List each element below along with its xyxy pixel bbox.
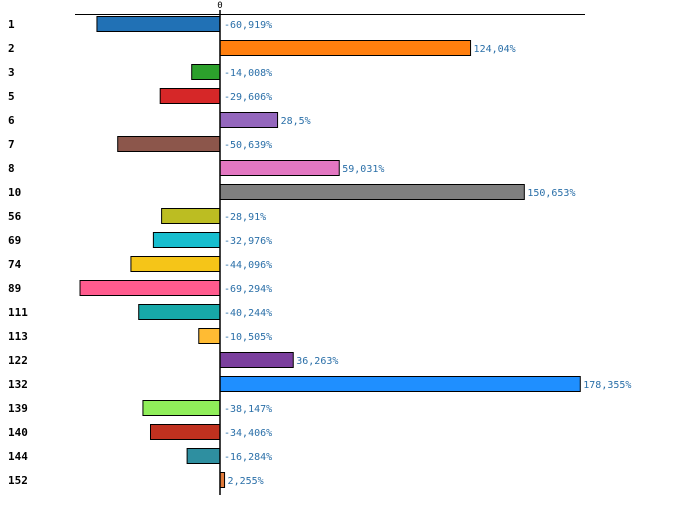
category-label-8: 8	[8, 162, 15, 175]
value-label-140: -34,406%	[224, 428, 272, 439]
bar-74	[130, 256, 221, 272]
bar-8	[219, 160, 340, 176]
category-label-139: 139	[8, 402, 28, 415]
category-label-111: 111	[8, 306, 28, 319]
category-label-69: 69	[8, 234, 21, 247]
bar-122	[219, 352, 294, 368]
bar-56	[161, 208, 221, 224]
value-label-10: 150,653%	[527, 188, 575, 199]
category-label-7: 7	[8, 138, 15, 151]
category-label-140: 140	[8, 426, 28, 439]
bar-113	[198, 328, 221, 344]
bar-139	[142, 400, 221, 416]
value-label-56: -28,91%	[224, 212, 266, 223]
category-label-113: 113	[8, 330, 28, 343]
category-label-152: 152	[8, 474, 28, 487]
value-label-69: -32,976%	[224, 236, 272, 247]
bar-69	[152, 232, 221, 248]
category-label-10: 10	[8, 186, 21, 199]
value-label-5: -29,606%	[224, 92, 272, 103]
value-label-122: 36,263%	[296, 356, 338, 367]
value-label-3: -14,008%	[224, 68, 272, 79]
value-label-74: -44,096%	[224, 260, 272, 271]
category-label-2: 2	[8, 42, 15, 55]
bar-10	[219, 184, 525, 200]
bar-140	[149, 424, 221, 440]
value-label-89: -69,294%	[224, 284, 272, 295]
category-label-5: 5	[8, 90, 15, 103]
bar-6	[219, 112, 279, 128]
category-label-1: 1	[8, 18, 15, 31]
bar-5	[159, 88, 221, 104]
value-label-2: 124,04%	[474, 44, 516, 55]
category-label-144: 144	[8, 450, 28, 463]
category-label-6: 6	[8, 114, 15, 127]
value-label-8: 59,031%	[342, 164, 384, 175]
bar-111	[138, 304, 221, 320]
category-label-132: 132	[8, 378, 28, 391]
category-label-74: 74	[8, 258, 22, 271]
bars-group: 1 -60,919% 2 124,04% 3 -14,008% 5 -29,606% 6 28,5…	[8, 16, 631, 488]
value-label-7: -50,639%	[224, 140, 272, 151]
value-label-6: 28,5%	[281, 116, 311, 127]
category-label-56: 56	[8, 210, 22, 223]
zero-tick-label: 0	[217, 1, 222, 11]
category-label-122: 122	[8, 354, 28, 367]
bar-1	[96, 16, 221, 32]
bar-144	[186, 448, 221, 464]
bar-2	[219, 40, 472, 56]
value-label-139: -38,147%	[224, 404, 272, 415]
bar-89	[79, 280, 221, 296]
value-label-152: 2,255%	[228, 476, 264, 487]
value-label-144: -16,284%	[224, 452, 272, 463]
bar-7	[117, 136, 221, 152]
value-label-1: -60,919%	[224, 20, 272, 31]
value-label-111: -40,244%	[224, 308, 272, 319]
category-label-3: 3	[8, 66, 15, 79]
value-label-113: -10,505%	[224, 332, 272, 343]
bar-3	[191, 64, 221, 80]
bar-132	[219, 376, 581, 392]
category-label-89: 89	[8, 282, 21, 295]
value-label-132: 178,355%	[583, 380, 631, 391]
